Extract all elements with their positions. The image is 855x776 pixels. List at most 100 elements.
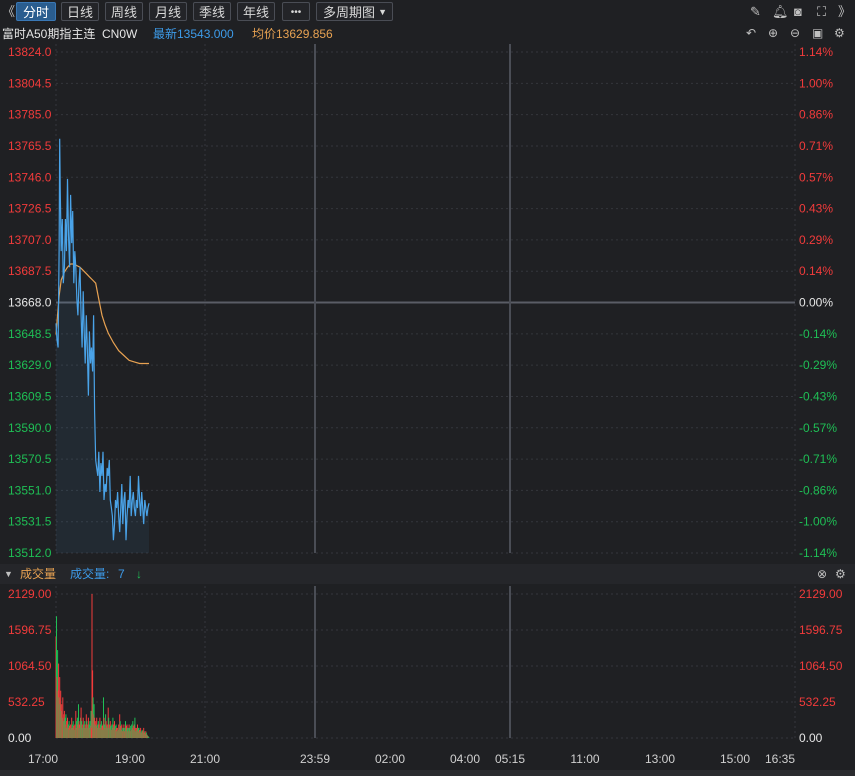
price-tick-label: 13629.0: [8, 358, 52, 372]
average-price-line: [55, 263, 149, 365]
volume-down-arrow-icon: ↓: [136, 567, 142, 581]
edit-icon[interactable]: ✎: [750, 4, 761, 19]
average-price: 均价13629.856: [252, 27, 333, 41]
volume-tick-label: 0.00: [799, 731, 823, 745]
volume-tick-label: 1596.75: [799, 623, 843, 637]
zoom-in-icon[interactable]: ⊕: [768, 26, 779, 40]
volume-bars: [55, 594, 150, 738]
time-tick-label: 15:00: [720, 752, 750, 766]
instrument-code: CN0W: [102, 27, 138, 41]
close-icon[interactable]: ⊗: [817, 567, 828, 581]
latest-price: 最新13543.000: [153, 27, 234, 41]
bottom-tab-strip[interactable]: [0, 770, 855, 776]
time-tick-label: 17:00: [28, 752, 58, 766]
period-toolbar: 《 分时 日线 周线 月线 季线 年线 ••• 多周期图 ▼ ✎ 🔔︎ ◙ ⛶ …: [0, 0, 855, 24]
volume-grid: [55, 586, 796, 739]
percent-tick-label: 0.43%: [799, 202, 833, 216]
time-tick-label: 23:59: [300, 752, 330, 766]
forward-icon[interactable]: 》: [838, 4, 852, 19]
volume-tick-label: 532.25: [8, 695, 45, 709]
volume-axis-right: 2129.00 1596.75 1064.50 532.25 0.00: [799, 587, 843, 745]
collapse-icon[interactable]: ▼: [4, 569, 13, 579]
price-area-fill: [56, 138, 149, 553]
percent-tick-label: 0.00%: [799, 296, 833, 310]
tab-monthly[interactable]: 月线: [149, 2, 187, 21]
percent-tick-label: -0.29%: [799, 358, 837, 372]
time-tick-label: 16:35: [765, 752, 795, 766]
price-tick-label: 13531.5: [8, 515, 52, 529]
tab-daily[interactable]: 日线: [61, 2, 99, 21]
settings-icon[interactable]: ⚙: [834, 26, 845, 40]
percent-tick-label: 0.14%: [799, 264, 833, 278]
undo-icon[interactable]: ↶: [746, 26, 757, 40]
price-tick-label: 13551.0: [8, 483, 52, 497]
price-tick-label: 13824.0: [8, 45, 52, 59]
grid-lines: [55, 44, 796, 554]
price-tick-label: 13609.5: [8, 389, 52, 403]
volume-title[interactable]: 成交量: [20, 567, 57, 581]
price-tick-label: 13746.0: [8, 170, 52, 184]
time-tick-label: 19:00: [115, 752, 145, 766]
percent-tick-label: -0.57%: [799, 421, 837, 435]
price-line: [55, 138, 150, 541]
volume-indicator-value: 7: [118, 567, 125, 581]
time-tick-label: 13:00: [645, 752, 675, 766]
price-area: [56, 138, 149, 553]
percent-tick-label: 1.14%: [799, 45, 833, 59]
time-tick-label: 04:00: [450, 752, 480, 766]
percent-tick-label: -0.14%: [799, 327, 837, 341]
bell-icon[interactable]: 🔔︎: [772, 4, 789, 19]
price-axis-left: 13824.0 13804.5 13785.0 13765.5 13746.0 13726…: [8, 45, 52, 560]
time-tick-label: 21:00: [190, 752, 220, 766]
percent-tick-label: -1.14%: [799, 546, 837, 560]
multi-period-label: 多周期图: [323, 5, 376, 20]
tab-yearly[interactable]: 年线: [237, 2, 275, 21]
window-icon[interactable]: ▣: [812, 26, 824, 40]
volume-axis-left: 2129.00 1596.75 1064.50 532.25 0.00: [8, 587, 52, 745]
price-tick-label: 13707.0: [8, 233, 52, 247]
instrument-info-bar: 富时A50期指主连 CN0W 最新13543.000 均价13629.856: [0, 24, 855, 44]
percent-tick-label: -1.00%: [799, 515, 837, 529]
percent-tick-label: 0.29%: [799, 233, 833, 247]
price-series-line: [55, 138, 150, 541]
price-tick-label: 13804.5: [8, 76, 52, 90]
volume-tick-label: 2129.00: [799, 587, 843, 601]
percent-tick-label: 0.86%: [799, 108, 833, 122]
settings-icon[interactable]: ⚙: [835, 567, 846, 581]
volume-tick-label: 532.25: [799, 695, 836, 709]
price-tick-label: 13512.0: [8, 546, 52, 560]
price-tick-label: 13648.5: [8, 327, 52, 341]
time-tick-label: 05:15: [495, 752, 525, 766]
back-icon[interactable]: 《: [2, 4, 16, 19]
price-tick-label: 13765.5: [8, 139, 52, 153]
tab-intraday[interactable]: 分时: [16, 2, 56, 21]
instrument-name: 富时A50期指主连: [2, 27, 96, 41]
tab-weekly[interactable]: 周线: [105, 2, 143, 21]
volume-tick-label: 2129.00: [8, 587, 52, 601]
tab-quarterly[interactable]: 季线: [193, 2, 231, 21]
time-tick-label: 11:00: [570, 752, 599, 766]
camera-icon[interactable]: ◙: [794, 4, 802, 19]
percent-tick-label: 0.71%: [799, 139, 833, 153]
price-tick-label: 13785.0: [8, 108, 52, 122]
average-series-line: [55, 263, 149, 365]
time-axis: 17:00 19:00 21:00 23:59 02:00 04:00 05:15 11:00…: [28, 752, 795, 766]
more-periods-button[interactable]: •••: [282, 2, 310, 21]
price-tick-label: 13687.5: [8, 264, 52, 278]
percent-tick-label: -0.71%: [799, 452, 837, 466]
multi-period-dropdown[interactable]: 多周期图 ▼: [316, 2, 393, 21]
volume-tick-label: 1596.75: [8, 623, 52, 637]
price-tick-label: 13570.5: [8, 452, 52, 466]
price-tick-label: 13668.0: [8, 296, 52, 310]
percent-tick-label: 1.00%: [799, 76, 833, 90]
percent-tick-label: 0.57%: [799, 170, 833, 184]
volume-tick-label: 1064.50: [8, 659, 52, 673]
zoom-out-icon[interactable]: ⊖: [790, 26, 801, 40]
chevron-down-icon: ▼: [378, 7, 387, 17]
volume-indicator-label: 成交量:: [70, 567, 110, 581]
fullscreen-icon[interactable]: ⛶: [817, 4, 827, 19]
percent-tick-label: -0.43%: [799, 389, 837, 403]
percent-tick-label: -0.86%: [799, 483, 837, 497]
percent-axis-right: 1.14% 1.00% 0.86% 0.71% 0.57% 0.43% 0.29% 0.14%…: [799, 45, 837, 560]
